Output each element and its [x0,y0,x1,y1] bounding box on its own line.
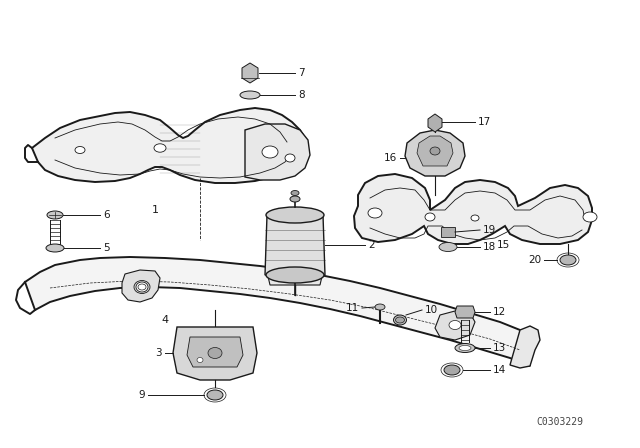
Ellipse shape [291,190,299,195]
Ellipse shape [394,315,406,325]
Text: 15: 15 [497,240,510,250]
Ellipse shape [75,146,85,154]
Text: 18: 18 [483,242,496,252]
Text: 8: 8 [298,90,305,100]
Text: 19: 19 [483,225,496,235]
Ellipse shape [207,390,223,400]
Text: 20: 20 [528,255,541,265]
Polygon shape [405,130,465,176]
Polygon shape [417,136,453,166]
Polygon shape [428,114,442,132]
Polygon shape [25,257,530,366]
Text: 3: 3 [156,348,162,358]
Polygon shape [441,227,455,237]
Polygon shape [354,174,592,244]
Ellipse shape [439,242,457,251]
Text: C0303229: C0303229 [536,417,584,427]
Ellipse shape [46,244,64,252]
Ellipse shape [262,146,278,158]
Ellipse shape [425,213,435,221]
Ellipse shape [430,147,440,155]
Text: 16: 16 [384,153,397,163]
Ellipse shape [449,320,461,329]
Ellipse shape [208,348,222,358]
Text: 6: 6 [103,210,109,220]
Ellipse shape [138,284,146,290]
Text: 2: 2 [368,240,374,250]
Ellipse shape [266,207,324,223]
Ellipse shape [136,282,148,292]
Text: 5: 5 [103,243,109,253]
Text: 14: 14 [493,365,506,375]
Ellipse shape [290,196,300,202]
Text: 1: 1 [152,205,159,215]
Ellipse shape [375,304,385,310]
Polygon shape [455,306,475,318]
Ellipse shape [459,345,471,350]
Polygon shape [435,311,475,340]
Polygon shape [245,124,310,180]
Text: 7: 7 [298,68,305,78]
Text: 12: 12 [493,307,506,317]
Ellipse shape [154,144,166,152]
Ellipse shape [266,267,324,283]
Ellipse shape [560,255,576,265]
Polygon shape [267,252,323,285]
Ellipse shape [396,317,404,323]
Ellipse shape [285,154,295,162]
Ellipse shape [240,91,260,99]
Ellipse shape [134,280,150,293]
Ellipse shape [47,211,63,219]
Polygon shape [187,337,243,367]
Text: 13: 13 [493,343,506,353]
Text: 17: 17 [478,117,492,127]
Text: 10: 10 [425,305,438,315]
Ellipse shape [368,208,382,218]
Ellipse shape [471,215,479,221]
Polygon shape [32,108,308,183]
Text: 11: 11 [346,303,359,313]
Polygon shape [173,327,257,380]
Ellipse shape [583,212,597,222]
Text: 4: 4 [161,315,168,325]
Ellipse shape [444,365,460,375]
Polygon shape [510,326,540,368]
Polygon shape [242,63,258,83]
Ellipse shape [197,358,203,362]
Polygon shape [122,270,160,302]
Polygon shape [265,215,325,275]
Text: 9: 9 [138,390,145,400]
Ellipse shape [455,344,475,353]
